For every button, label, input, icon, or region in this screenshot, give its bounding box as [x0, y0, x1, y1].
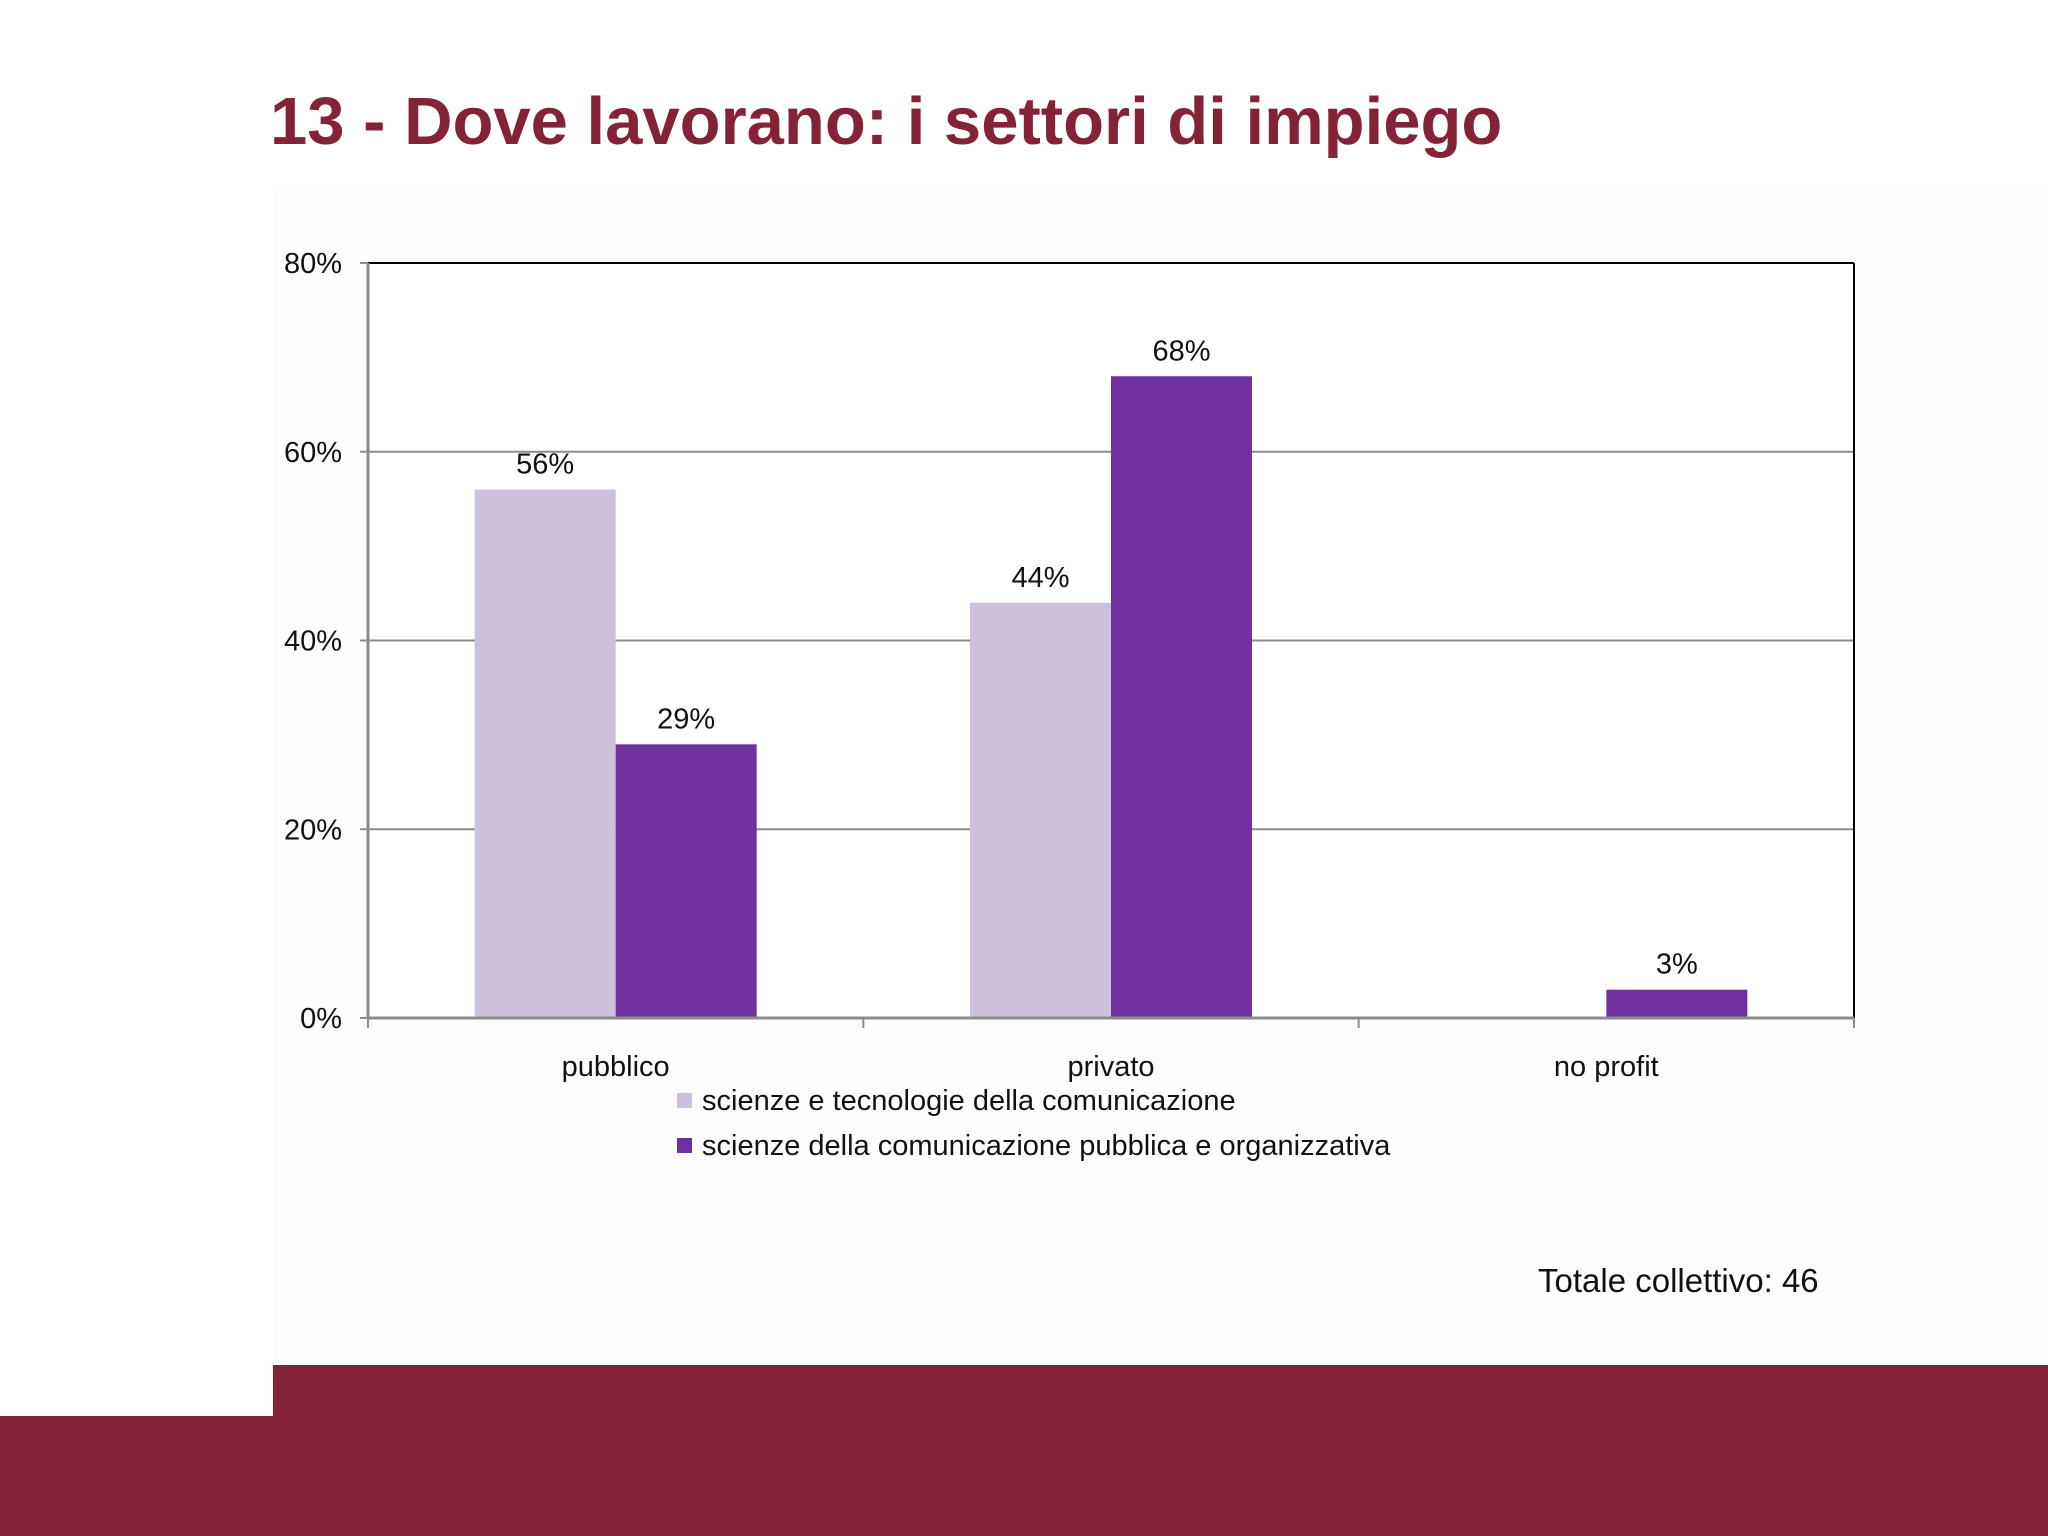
data-label: 3%: [1656, 949, 1698, 981]
bar-chart: 0% 20% 40% 60% 80% 56% 29% pubblico 44% 68% privat…: [284, 248, 1855, 1162]
bar-privato-series-1: [970, 602, 1111, 1018]
bar-pubblico-series-2: [615, 744, 757, 1018]
y-tick-label: 40%: [284, 626, 342, 658]
y-tick-label: 20%: [284, 814, 342, 846]
bar-no-profit-series-2: [1606, 989, 1748, 1018]
bar-privato-series-2: [1111, 376, 1252, 1018]
data-label: 56%: [516, 449, 574, 481]
data-label: 68%: [1152, 335, 1210, 367]
y-tick-label: 0%: [300, 1003, 342, 1035]
total-note: Totale collettivo: 46: [1538, 1262, 1819, 1299]
footer-band: [273, 1365, 2048, 1536]
y-tick-label: 80%: [284, 248, 342, 280]
slide-title: 13 - Dove lavorano: i settori di impiego: [270, 84, 1503, 159]
legend-swatch: [677, 1093, 692, 1108]
data-label: 29%: [657, 703, 715, 735]
legend-swatch: [677, 1138, 692, 1153]
legend-label: scienze e tecnologie della comunicazione: [702, 1085, 1236, 1117]
bar-pubblico-series-1: [474, 489, 616, 1018]
data-label: 44%: [1011, 562, 1069, 594]
x-category-label: pubblico: [562, 1051, 670, 1083]
chart-area: 0% 20% 40% 60% 80% 56% 29% pubblico 44% 68% privat…: [273, 185, 2048, 1365]
x-category-label: privato: [1067, 1051, 1154, 1083]
legend-label: scienze della comunicazione pubblica e o…: [702, 1130, 1391, 1162]
y-tick-label: 60%: [284, 437, 342, 469]
footer-band-left: [0, 1416, 273, 1536]
x-category-label: no profit: [1554, 1051, 1659, 1083]
